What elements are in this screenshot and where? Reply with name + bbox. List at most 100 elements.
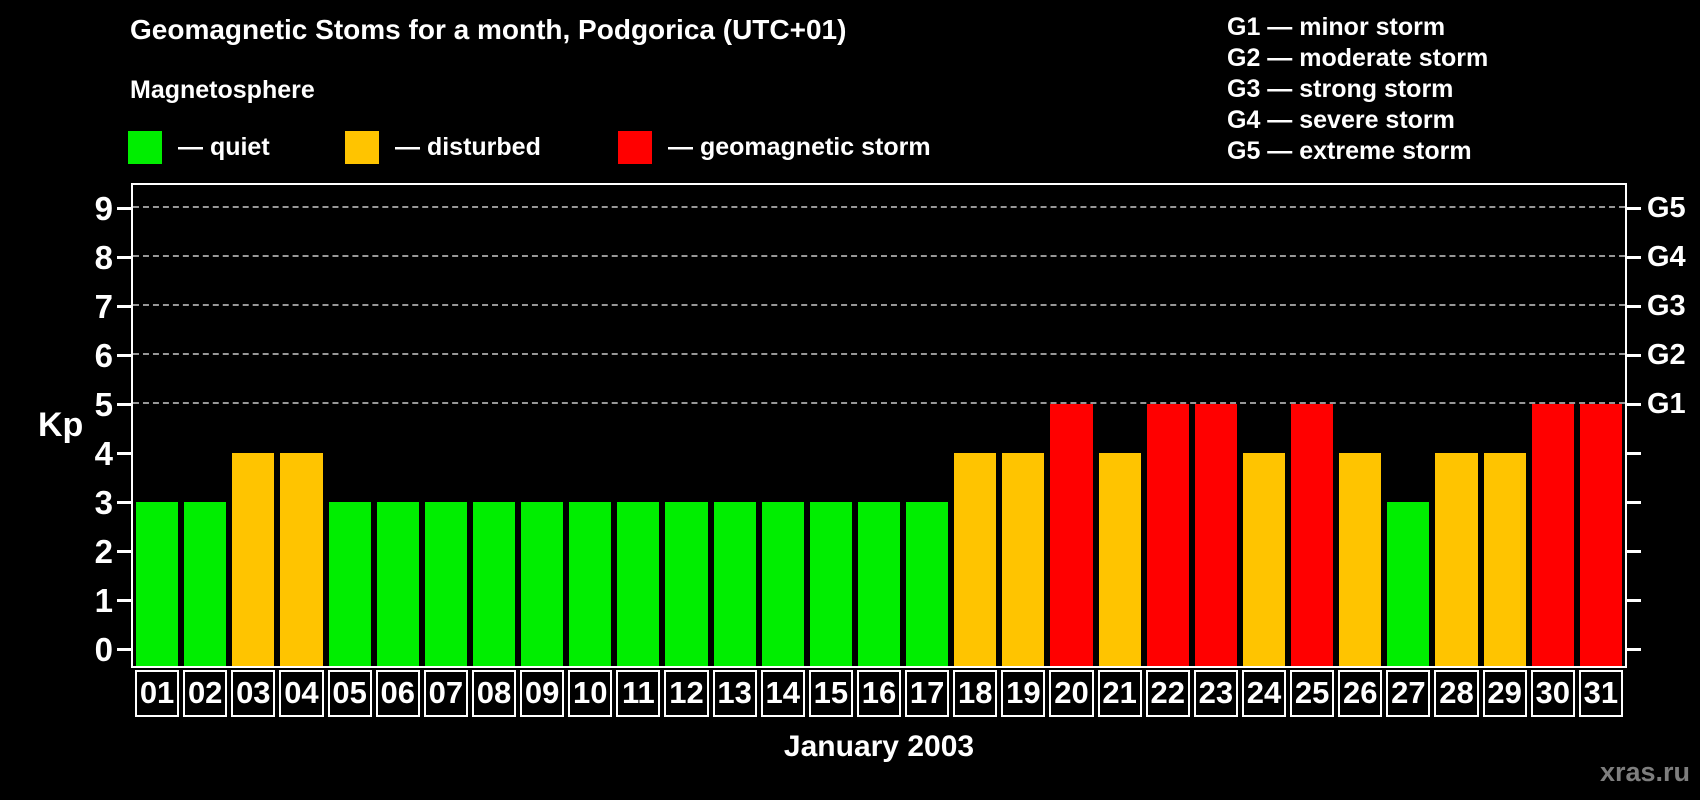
- kp-bar-day-09: [521, 502, 564, 666]
- right-axis-label-g1: G1: [1647, 388, 1686, 420]
- kp-bar-day-18: [954, 453, 997, 666]
- kp-bar-day-24: [1242, 453, 1286, 666]
- legend-label-disturbed: — disturbed: [395, 133, 541, 161]
- gridline-kp9: [133, 206, 1625, 208]
- kp-bar-day-11: [617, 502, 660, 666]
- day-label-09: 09: [520, 670, 565, 717]
- magnetosphere-legend-title: Magnetosphere: [130, 76, 315, 104]
- y-tick-label-2: 2: [94, 533, 113, 570]
- day-label-17: 17: [905, 670, 950, 717]
- kp-bar-day-13: [713, 502, 756, 666]
- kp-bar-day-29: [1483, 453, 1526, 666]
- day-label-30: 30: [1530, 670, 1575, 717]
- day-label-04: 04: [279, 670, 324, 717]
- storm-color-swatch: [618, 131, 652, 164]
- y-tick-right-5: [1627, 403, 1641, 406]
- y-tick-label-6: 6: [94, 337, 113, 374]
- g-scale-legend-item-g4: G4 — severe storm: [1227, 106, 1455, 134]
- day-label-11: 11: [616, 670, 661, 717]
- day-label-22: 22: [1145, 670, 1190, 717]
- day-label-23: 23: [1193, 670, 1238, 717]
- right-axis-label-g4: G4: [1647, 241, 1686, 273]
- y-tick-left-2: [117, 550, 131, 553]
- day-label-10: 10: [568, 670, 613, 717]
- y-tick-label-8: 8: [94, 239, 113, 276]
- kp-bar-day-06: [376, 502, 419, 666]
- legend-item-storm: — geomagnetic storm: [618, 131, 931, 164]
- y-tick-right-3: [1627, 501, 1641, 504]
- kp-bar-day-31: [1579, 404, 1622, 666]
- y-tick-label-9: 9: [94, 190, 113, 227]
- y-tick-label-7: 7: [94, 288, 113, 325]
- g-scale-legend-item-g1: G1 — minor storm: [1227, 13, 1446, 41]
- gridline-kp6: [133, 353, 1625, 355]
- kp-bar-day-17: [906, 502, 949, 666]
- kp-bar-day-22: [1146, 404, 1189, 666]
- day-label-27: 27: [1386, 670, 1431, 717]
- kp-bar-day-27: [1387, 502, 1430, 666]
- legend-label-quiet: — quiet: [178, 133, 270, 161]
- day-label-05: 05: [327, 670, 372, 717]
- y-tick-left-8: [117, 256, 131, 259]
- day-label-21: 21: [1097, 670, 1142, 717]
- g-scale-legend-item-g2: G2 — moderate storm: [1227, 44, 1489, 72]
- x-axis-title: January 2003: [783, 730, 975, 763]
- day-label-01: 01: [135, 670, 180, 717]
- gridline-kp7: [133, 304, 1625, 306]
- kp-bar-day-25: [1291, 404, 1334, 666]
- legend-label-storm: — geomagnetic storm: [668, 133, 931, 161]
- day-label-18: 18: [953, 670, 998, 717]
- y-tick-left-3: [117, 501, 131, 504]
- g-scale-legend-item-g3: G3 — strong storm: [1227, 75, 1454, 103]
- day-label-07: 07: [423, 670, 468, 717]
- y-tick-right-2: [1627, 550, 1641, 553]
- y-tick-left-1: [117, 599, 131, 602]
- kp-bar-day-15: [809, 502, 852, 666]
- chart-title: Geomagnetic Stoms for a month, Podgorica…: [130, 14, 847, 45]
- y-tick-right-7: [1627, 305, 1641, 308]
- y-tick-label-1: 1: [94, 582, 113, 619]
- day-label-25: 25: [1290, 670, 1335, 717]
- y-tick-left-4: [117, 452, 131, 455]
- y-tick-left-7: [117, 305, 131, 308]
- kp-bar-day-21: [1098, 453, 1141, 666]
- day-label-12: 12: [664, 670, 709, 717]
- kp-bar-day-16: [857, 502, 901, 666]
- gridline-kp5: [133, 402, 1625, 404]
- y-tick-label-0: 0: [94, 631, 113, 668]
- kp-bar-day-04: [280, 453, 323, 666]
- day-label-02: 02: [183, 670, 228, 717]
- day-label-14: 14: [760, 670, 805, 717]
- g-scale-legend-item-g5: G5 — extreme storm: [1227, 137, 1472, 165]
- kp-bar-day-23: [1194, 404, 1237, 666]
- kp-bar-day-30: [1531, 404, 1574, 666]
- day-label-15: 15: [808, 670, 853, 717]
- disturbed-color-swatch: [345, 131, 379, 164]
- kp-bar-day-05: [328, 502, 371, 666]
- y-tick-label-4: 4: [94, 435, 113, 472]
- day-label-19: 19: [1001, 670, 1046, 717]
- y-tick-right-4: [1627, 452, 1641, 455]
- day-label-31: 31: [1578, 670, 1623, 717]
- day-label-28: 28: [1434, 670, 1479, 717]
- day-label-13: 13: [712, 670, 757, 717]
- y-tick-left-5: [117, 403, 131, 406]
- kp-bar-day-19: [1002, 453, 1045, 666]
- y-tick-right-1: [1627, 599, 1641, 602]
- day-label-20: 20: [1049, 670, 1094, 717]
- day-label-26: 26: [1338, 670, 1383, 717]
- gridline-kp8: [133, 255, 1625, 257]
- day-label-08: 08: [471, 670, 517, 717]
- kp-bar-day-20: [1050, 404, 1093, 666]
- day-label-03: 03: [231, 670, 276, 717]
- legend-item-quiet: — quiet: [128, 131, 270, 164]
- y-tick-left-9: [117, 207, 131, 210]
- kp-bar-day-02: [184, 502, 227, 666]
- y-tick-label-3: 3: [94, 484, 113, 521]
- kp-bar-day-10: [569, 502, 612, 666]
- right-axis-label-g5: G5: [1647, 192, 1686, 224]
- day-label-29: 29: [1482, 670, 1527, 717]
- y-tick-right-8: [1627, 256, 1641, 259]
- right-axis-label-g3: G3: [1647, 290, 1686, 322]
